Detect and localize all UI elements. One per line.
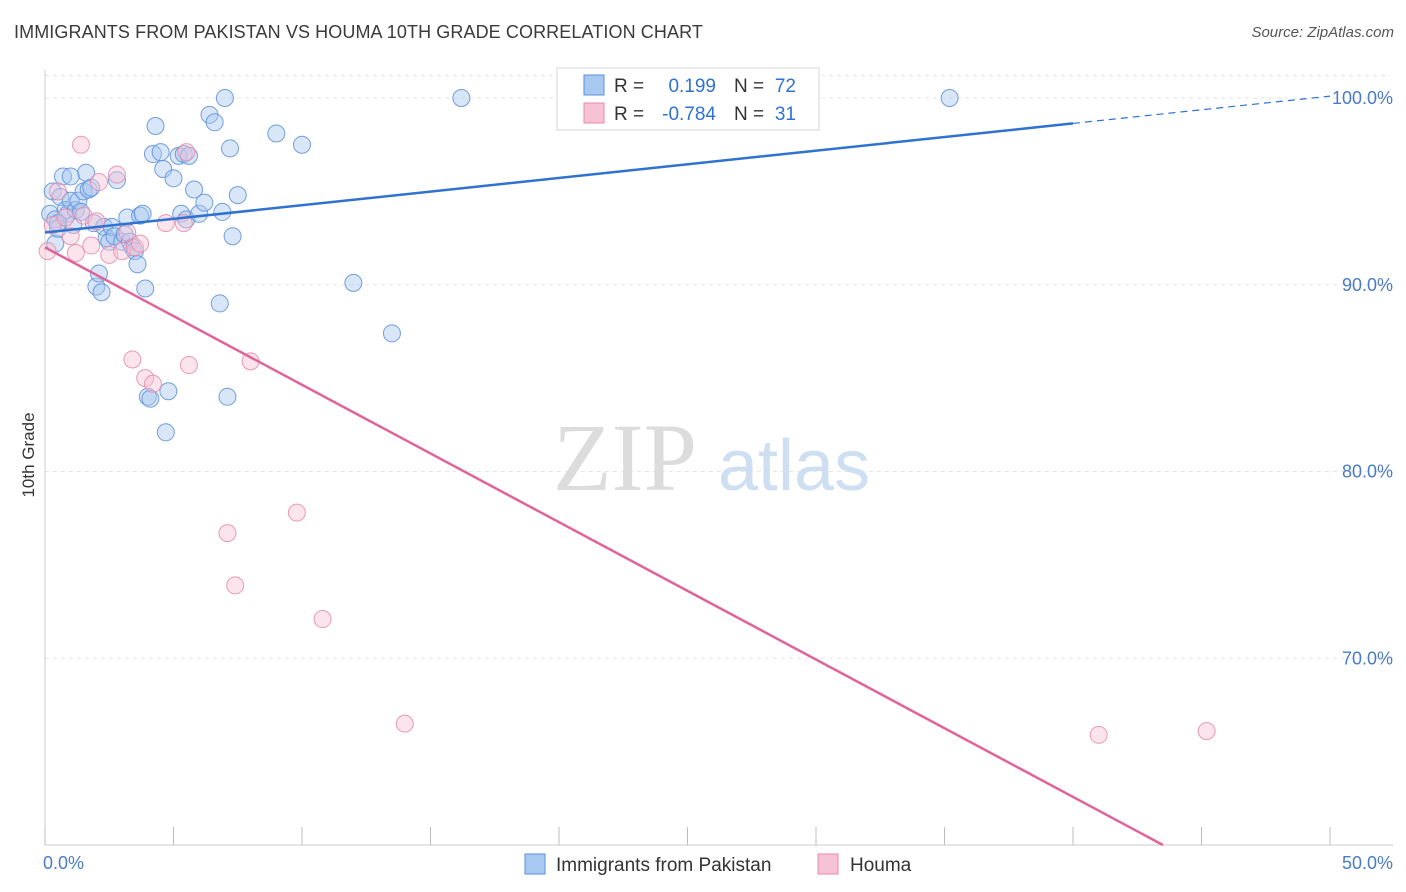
houma-point <box>1089 725 1108 744</box>
pakistan-point <box>344 273 363 292</box>
houma-point <box>38 242 57 261</box>
axis-layer: 70.0% 80.0% 90.0% 100.0% 0.0% 50.0% <box>43 70 1393 873</box>
pakistan-point <box>61 191 80 210</box>
houma-point <box>82 236 101 255</box>
pakistan-point <box>452 89 471 108</box>
houma-point <box>395 714 414 733</box>
houma-point <box>71 135 90 154</box>
legend-swatch-pakistan <box>524 853 546 875</box>
chart-title: IMMIGRANTS FROM PAKISTAN VS HOUMA 10TH G… <box>14 22 703 42</box>
legend-label-houma: Houma <box>850 855 912 876</box>
pakistan-point <box>210 294 229 313</box>
houma-point <box>1197 722 1216 741</box>
pakistan-point <box>159 382 178 401</box>
pakistan-trend-line <box>44 122 1074 234</box>
pakistan-trend-extension <box>1072 95 1331 125</box>
pakistan-point <box>940 89 959 108</box>
houma-point <box>218 524 237 543</box>
houma-point <box>156 214 175 233</box>
houma-point <box>313 610 332 629</box>
pakistan-point <box>293 135 311 154</box>
houma-trend-line <box>44 246 1164 847</box>
pakistan-point <box>143 145 162 164</box>
houma-point <box>89 173 108 192</box>
y-tick-label: 70.0% <box>1342 648 1393 668</box>
pakistan-point <box>215 89 234 108</box>
pakistan-point <box>190 204 209 223</box>
y-tick-label: 80.0% <box>1342 462 1393 482</box>
stats-swatch-pink <box>583 102 605 124</box>
pakistan-point <box>164 169 183 188</box>
watermark-zip: ZIP <box>553 404 697 511</box>
legend-label-pakistan: Immigrants from Pakistan <box>556 855 771 876</box>
pakistan-point <box>151 143 170 162</box>
pakistan-point <box>107 171 126 190</box>
pakistan-point <box>61 167 80 186</box>
pakistan-point <box>154 159 173 178</box>
houma-point <box>61 227 80 246</box>
pakistan-point <box>382 324 401 343</box>
pakistan-point <box>92 283 111 302</box>
pakistan-point <box>146 117 165 136</box>
stats-n-value-pink: 31 <box>775 104 796 125</box>
stats-swatch-blue <box>583 74 605 96</box>
pakistan-point <box>223 227 242 246</box>
stats-n-label-pink: N = <box>734 104 764 125</box>
legend-swatch-houma <box>817 853 839 875</box>
pakistan-point <box>156 423 175 442</box>
legend: Immigrants from Pakistan Houma <box>524 853 912 876</box>
pakistan-point <box>195 193 214 212</box>
pakistan-point <box>205 113 224 132</box>
stats-r-label-blue: R = <box>614 76 644 97</box>
watermark-atlas: atlas <box>718 426 870 506</box>
pakistan-point <box>267 124 286 143</box>
pakistan-point <box>141 389 160 408</box>
pakistan-point <box>100 232 119 251</box>
stats-n-value-blue: 72 <box>775 76 796 97</box>
pakistan-point <box>131 206 150 225</box>
y-tick-label: 100.0% <box>1332 88 1393 108</box>
y-tick-label: 90.0% <box>1342 275 1393 295</box>
pakistan-point <box>41 204 60 223</box>
houma-point <box>48 182 67 201</box>
source-note: Source: ZipAtlas.com <box>1251 24 1394 41</box>
stats-r-value-blue: 0.199 <box>668 76 716 97</box>
houma-point <box>143 374 162 393</box>
houma-point <box>177 143 196 162</box>
pakistan-point <box>185 180 204 199</box>
stats-r-label-pink: R = <box>614 104 644 125</box>
stats-n-label-blue: N = <box>734 76 764 97</box>
pakistan-point <box>128 255 147 274</box>
houma-point <box>131 234 150 253</box>
houma-point <box>287 503 306 522</box>
houma-point <box>107 165 126 184</box>
pakistan-point <box>79 180 98 199</box>
pakistan-point <box>221 139 240 158</box>
pakistan-point <box>133 204 152 223</box>
houma-point <box>123 350 142 369</box>
pakistan-point <box>218 387 237 406</box>
houma-point <box>66 244 85 263</box>
y-axis-label: 10th Grade <box>19 412 38 497</box>
houma-point <box>226 576 245 595</box>
stats-r-value-pink: -0.784 <box>662 104 716 125</box>
houma-point <box>56 208 75 227</box>
x-tick-label: 0.0% <box>43 853 84 873</box>
pakistan-point <box>228 186 247 205</box>
x-tick-label: 50.0% <box>1342 853 1393 873</box>
stats-box: R = 0.199 N = 72 R = -0.784 N = 31 <box>556 67 820 131</box>
points-layer <box>38 89 1216 744</box>
trend-layer <box>44 95 1331 847</box>
houma-point <box>179 356 198 375</box>
pakistan-point <box>136 279 155 298</box>
